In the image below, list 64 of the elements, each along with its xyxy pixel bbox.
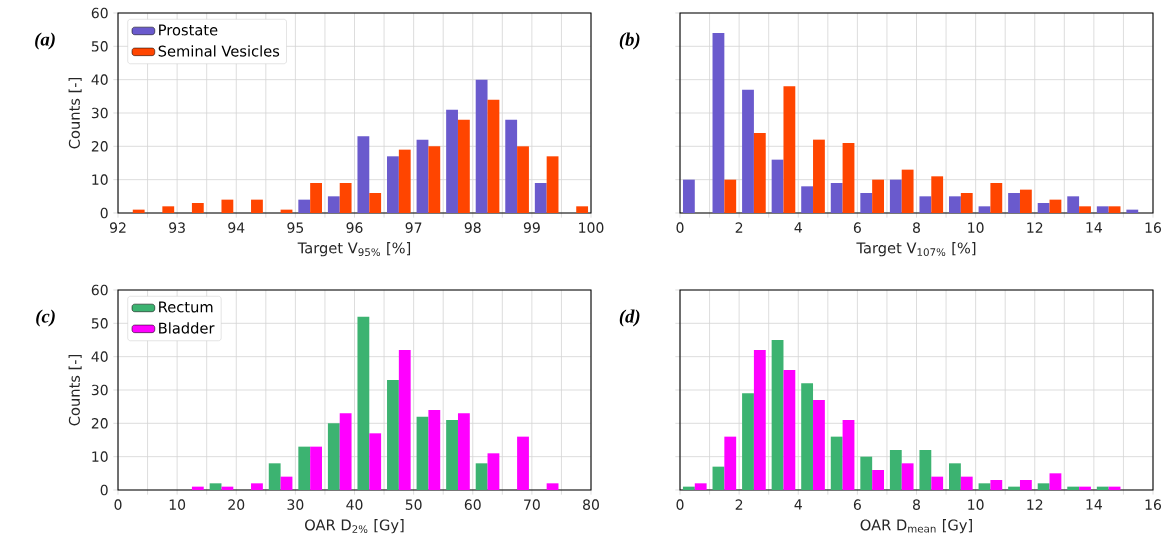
x-tick-label: 4	[794, 222, 802, 233]
x-tick-label: 14	[1086, 222, 1102, 233]
text: (c)	[36, 309, 55, 327]
y-tick-label: 30	[91, 107, 108, 119]
legend-label: Seminal Vesicles	[158, 45, 280, 57]
y-tick-label: 20	[91, 418, 108, 429]
x-tick-label: 93	[169, 222, 185, 233]
x-tick-label: 14	[1086, 499, 1102, 510]
y-tick-label: 60	[91, 284, 108, 296]
x-tick-label: 96	[346, 222, 363, 233]
legend-label: Rectum	[159, 301, 213, 313]
x-tick-label: 98	[464, 222, 481, 233]
text: (a)	[35, 32, 55, 50]
y-tick-label: 60	[91, 7, 108, 19]
x-tick-label: 16	[1145, 222, 1162, 233]
x-tick-label: 4	[794, 499, 802, 510]
x-tick-label: 0	[114, 499, 122, 510]
x-axis-title: Target V$_{107%}$ [%]	[856, 242, 976, 257]
legend-label: Bladder	[159, 322, 215, 334]
x-tick-label: 50	[405, 499, 422, 510]
x-tick-label: 10	[968, 499, 984, 510]
x-tick-label: 40	[346, 499, 363, 510]
x-tick-label: 20	[228, 499, 245, 510]
x-tick-label: 2	[735, 222, 743, 233]
x-tick-label: 97	[405, 222, 422, 233]
y-tick-label: 10	[92, 451, 108, 462]
x-tick-label: 95	[287, 222, 304, 233]
x-tick-label: 16	[1145, 499, 1162, 510]
text: (b)	[619, 32, 640, 50]
y-tick-label: 40	[91, 351, 108, 362]
x-tick-label: 92	[109, 222, 126, 233]
y-tick-label: 0	[100, 484, 108, 496]
x-tick-label: 94	[228, 222, 245, 233]
x-tick-label: 0	[676, 499, 684, 510]
x-tick-label: 8	[912, 499, 920, 510]
x-tick-label: 2	[735, 499, 743, 510]
x-axis-title: Target V$_{95%}$ [%]	[297, 242, 411, 257]
x-tick-label: 60	[464, 499, 481, 510]
y-tick-label: 50	[91, 318, 108, 329]
x-tick-label: 70	[524, 499, 540, 510]
legend-label: Prostate	[159, 24, 218, 36]
x-tick-label: 6	[853, 222, 861, 233]
x-tick-label: 80	[583, 499, 599, 510]
x-tick-label: 0	[676, 222, 684, 233]
y-axis-title: Counts [-]	[68, 77, 82, 149]
x-tick-label: 10	[169, 499, 186, 510]
x-tick-label: 6	[853, 499, 861, 510]
y-tick-label: 0	[100, 207, 108, 219]
y-tick-label: 40	[91, 74, 108, 85]
x-tick-label: 99	[523, 222, 540, 233]
y-axis-title: Counts [-]	[68, 354, 82, 426]
x-axis-title: OAR D$_{mean}$ [Gy]	[860, 519, 972, 534]
y-tick-label: 30	[91, 384, 108, 396]
x-tick-label: 12	[1027, 222, 1043, 233]
y-tick-label: 50	[91, 41, 108, 52]
x-axis-title: OAR D$_{2%}$ [Gy]	[305, 519, 404, 534]
x-tick-label: 8	[912, 222, 920, 233]
x-tick-label: 100	[579, 222, 604, 233]
x-tick-label: 12	[1027, 499, 1043, 510]
text: (d)	[619, 309, 640, 327]
x-tick-label: 30	[287, 499, 304, 510]
y-tick-label: 20	[91, 141, 108, 152]
y-tick-label: 10	[92, 174, 108, 185]
x-tick-label: 10	[968, 222, 984, 233]
